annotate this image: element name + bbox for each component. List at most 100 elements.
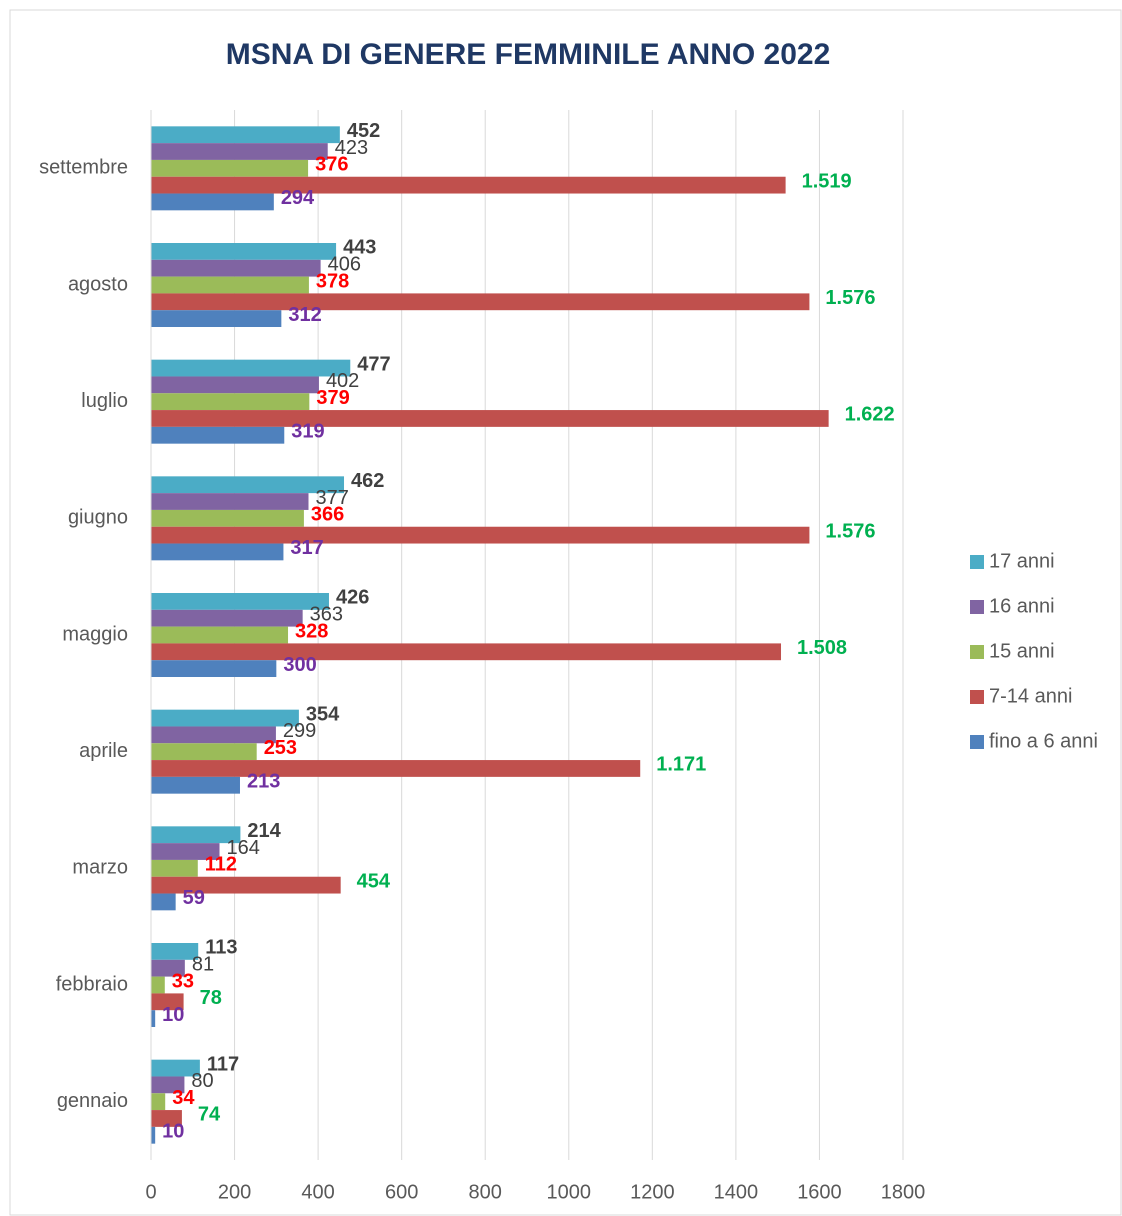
x-tick-label: 200: [218, 1181, 251, 1203]
data-label: 81: [192, 953, 214, 975]
data-label: 1.622: [845, 404, 895, 426]
legend-label: 16 anni: [989, 595, 1055, 617]
data-label: 1.171: [656, 754, 706, 776]
bar: [151, 743, 257, 761]
bar: [151, 993, 184, 1011]
data-label: 376: [315, 154, 348, 176]
data-label: 462: [351, 470, 384, 492]
y-tick-label: maggio: [62, 623, 128, 645]
data-label: 317: [290, 537, 323, 559]
bar: [151, 276, 309, 294]
y-tick-label: febbraio: [56, 973, 128, 995]
bar: [151, 660, 277, 677]
bar: [151, 826, 241, 844]
bar: [151, 959, 185, 977]
data-label: 113: [205, 937, 237, 959]
y-tick-label: giugno: [68, 507, 128, 529]
bar: [151, 1010, 156, 1027]
bar: [151, 609, 303, 627]
legend-label: 15 anni: [989, 640, 1055, 662]
x-tick-label: 1200: [630, 1181, 675, 1203]
bar: [151, 859, 198, 877]
x-tick-label: 400: [301, 1181, 334, 1203]
bar: [151, 1076, 185, 1094]
bar: [151, 509, 304, 527]
data-label: 402: [326, 370, 359, 392]
bar: [151, 593, 329, 610]
x-tick-label: 0: [145, 1181, 156, 1203]
x-tick-label: 1000: [547, 1181, 592, 1203]
bar: [151, 843, 220, 860]
bar: [151, 1093, 166, 1111]
y-tick-label: marzo: [72, 857, 128, 879]
legend-label: fino a 6 anni: [989, 730, 1098, 752]
legend-swatch: [970, 600, 984, 614]
bar: [151, 176, 786, 194]
data-label: 10: [162, 1121, 184, 1143]
data-label: 213: [247, 771, 280, 793]
y-tick-label: settembre: [39, 157, 128, 179]
data-label: 1.508: [797, 637, 847, 659]
bar: [151, 1110, 182, 1127]
x-tick-label: 1600: [797, 1181, 842, 1203]
y-tick-label: gennaio: [57, 1090, 128, 1112]
bar: [151, 543, 284, 561]
data-label: 253: [264, 737, 297, 759]
bar: [151, 310, 282, 327]
y-tick-label: aprile: [79, 740, 128, 762]
bar: [151, 143, 328, 160]
data-label: 452: [347, 120, 380, 142]
bar: [151, 709, 299, 727]
data-label: 454: [357, 870, 391, 892]
x-tick-label: 800: [469, 1181, 502, 1203]
bar: [151, 726, 276, 744]
bar: [151, 426, 285, 444]
data-label: 354: [306, 703, 340, 725]
bar: [151, 1059, 200, 1077]
data-label: 74: [198, 1104, 221, 1126]
data-label: 328: [295, 620, 328, 642]
data-label: 10: [162, 1004, 184, 1026]
bar: [151, 776, 240, 794]
bar: [151, 293, 810, 311]
bar: [151, 193, 274, 211]
bar: [151, 876, 341, 894]
data-label: 312: [288, 304, 321, 326]
bar: [151, 393, 310, 411]
data-label: 214: [247, 820, 281, 842]
data-label: 319: [291, 421, 324, 443]
data-label: 59: [183, 887, 205, 909]
data-label: 78: [200, 987, 222, 1009]
bar: [151, 259, 321, 277]
data-label: 300: [283, 654, 316, 676]
legend-label: 17 anni: [989, 550, 1055, 572]
data-label: 112: [205, 854, 237, 876]
bar: [151, 643, 782, 661]
data-label: 363: [310, 603, 343, 625]
data-label: 423: [335, 137, 368, 159]
data-label: 1.519: [802, 170, 852, 192]
bar: [151, 526, 810, 544]
data-label: 406: [328, 253, 361, 275]
data-label: 377: [316, 487, 349, 509]
bar: [151, 626, 289, 644]
data-label: 164: [227, 837, 260, 859]
legend-swatch: [970, 735, 984, 749]
bar: [151, 893, 176, 911]
data-label: 294: [281, 187, 315, 209]
data-label: 117: [207, 1053, 239, 1075]
bar: [151, 760, 641, 777]
bar: [151, 493, 309, 510]
data-label: 1.576: [825, 520, 875, 542]
bar: [151, 126, 340, 144]
legend-swatch: [970, 645, 984, 659]
y-tick-label: luglio: [81, 390, 128, 412]
data-label: 299: [283, 720, 316, 742]
legend-label: 7-14 anni: [989, 685, 1072, 707]
data-label: 379: [316, 387, 349, 409]
bar: [151, 1126, 156, 1144]
data-label: 366: [311, 504, 344, 526]
bar: [151, 976, 165, 994]
data-label: 80: [191, 1070, 213, 1092]
